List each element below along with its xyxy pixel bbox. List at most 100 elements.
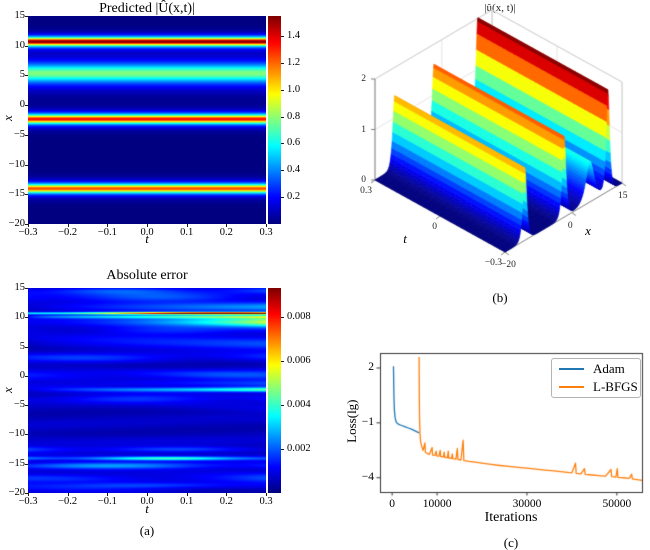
- tick-mark: [25, 317, 28, 319]
- surface-ztick-label: 2: [361, 74, 366, 84]
- error-xtick-label: 0.2: [219, 496, 233, 507]
- predicted-colorbar-tick-label: 0.2: [287, 191, 301, 203]
- loss-xtick-label: 50000: [602, 498, 632, 510]
- legend-entry-adam: Adam: [552, 360, 640, 377]
- predicted-ytick-label: 10: [14, 39, 26, 51]
- loss-xtick-label: 30000: [512, 498, 542, 510]
- tick-mark: [25, 224, 28, 225]
- error-ytick-label: −20: [8, 487, 25, 498]
- tick-mark: [25, 405, 28, 407]
- surface-ztick-label: 1: [361, 124, 366, 135]
- error-ytick-label: 0: [19, 369, 25, 381]
- loss-xaxis-label: Iterations: [484, 510, 538, 525]
- predicted-ytick-label: 15: [14, 10, 26, 21]
- surface-taxis-label: t: [403, 231, 407, 246]
- error-colorbar-tick-label: 0.002: [287, 442, 311, 454]
- tick-mark: [25, 463, 28, 465]
- tick-mark: [186, 224, 188, 227]
- error-xtick-label: −0.3: [18, 496, 38, 507]
- surface-xaxis-label: x: [585, 223, 591, 238]
- predicted-colorbar-tick-label: 0.8: [287, 110, 301, 122]
- tick-mark: [281, 116, 284, 118]
- error-xtick-label: 0.0: [140, 496, 154, 507]
- loss-ytick-label: 2: [368, 360, 374, 373]
- tick-mark: [281, 89, 284, 91]
- legend-entry-lbfgs: L-BFGS: [552, 379, 640, 396]
- caption-c: (c): [503, 535, 519, 550]
- tick-mark: [25, 105, 28, 107]
- predicted-ytick-label: −10: [8, 158, 25, 170]
- surface-xtick-label: 15: [618, 191, 628, 201]
- loss-xtick-label: 0: [389, 498, 395, 510]
- error-ytick-label: 5: [19, 340, 25, 352]
- surface-ttick-label: 0: [432, 222, 437, 232]
- predicted-colorbar-tick-label: 0.6: [287, 137, 301, 149]
- predicted-xtick-label: −0.1: [97, 227, 117, 238]
- tick-mark: [25, 375, 28, 377]
- error-xtick-label: 0.1: [180, 496, 194, 507]
- tick-mark: [266, 224, 267, 227]
- tick-mark: [25, 164, 28, 166]
- tick-mark: [25, 16, 28, 17]
- tick-mark: [25, 45, 28, 47]
- loss-xtick-label: 10000: [422, 498, 452, 510]
- predicted-ytick-label: −5: [13, 128, 25, 140]
- tick-mark: [147, 493, 148, 496]
- error-colorbar-tick-label: 0.008: [287, 310, 311, 322]
- predicted-xtick-label: −0.2: [58, 227, 78, 238]
- tick-mark: [281, 197, 284, 199]
- error-xtick-label: 0.3: [259, 496, 273, 507]
- surface-ttick-label: 0.3: [360, 186, 372, 196]
- surface-ztick-label: 0: [361, 175, 366, 185]
- tick-mark: [281, 36, 284, 38]
- error-yaxis-label: x: [0, 387, 15, 394]
- tick-mark: [28, 493, 29, 496]
- tick-mark: [67, 224, 69, 227]
- adam-line-swatch: [559, 367, 584, 370]
- tick-mark: [226, 224, 228, 227]
- error-colorbar: [268, 288, 281, 493]
- predicted-xtick-label: 0.0: [140, 227, 154, 238]
- tick-mark: [281, 143, 284, 145]
- predicted-xtick-label: −0.3: [18, 227, 38, 238]
- legend-label-lbfgs: L-BFGS: [593, 379, 638, 395]
- predicted-colorbar-tick-label: 1.2: [287, 56, 301, 68]
- predicted-xtick-label: 0.3: [259, 227, 273, 238]
- tick-mark: [25, 493, 28, 494]
- tick-mark: [25, 194, 28, 196]
- predicted-colorbar-tick-label: 1.0: [287, 83, 301, 95]
- lbfgs-line-swatch: [559, 386, 584, 389]
- predicted-ytick-label: 5: [19, 69, 25, 81]
- predicted-ytick-label: −15: [8, 188, 25, 200]
- tick-mark: [226, 493, 228, 496]
- error-colorbar-tick-label: 0.004: [287, 398, 311, 410]
- error-ytick-label: −10: [8, 428, 25, 440]
- predicted-xaxis-label: t: [145, 231, 149, 246]
- caption-b: (b): [492, 290, 508, 305]
- error-colorbar-tick-label: 0.006: [287, 354, 311, 366]
- tick-mark: [25, 434, 28, 436]
- loss-ytick-label: −1: [361, 415, 374, 428]
- predicted-colorbar-tick-label: 1.4: [287, 30, 301, 42]
- surface-xtick-label: −20: [501, 260, 516, 270]
- error-ytick-label: 10: [14, 311, 26, 323]
- error-heatmap-canvas: [28, 288, 266, 493]
- error-xaxis-label: t: [145, 501, 149, 516]
- error-xtick-label: −0.2: [58, 496, 78, 507]
- tick-mark: [25, 75, 28, 77]
- tick-mark: [107, 493, 109, 496]
- legend-label-adam: Adam: [593, 360, 625, 376]
- predicted-yaxis-label: x: [0, 115, 15, 122]
- tick-mark: [281, 360, 284, 362]
- predicted-ytick-label: −20: [8, 218, 25, 229]
- tick-mark: [25, 134, 28, 136]
- tick-mark: [281, 170, 284, 172]
- tick-mark: [28, 224, 29, 227]
- error-ytick-label: −5: [13, 399, 25, 411]
- surface-plot-canvas: [325, 0, 650, 310]
- predicted-title: Predicted |Û(x,t)|: [99, 1, 195, 16]
- tick-mark: [25, 346, 28, 348]
- predicted-ytick-label: 0: [19, 99, 25, 111]
- predicted-xtick-label: 0.2: [219, 227, 233, 238]
- loss-ytick-label: −4: [361, 470, 374, 483]
